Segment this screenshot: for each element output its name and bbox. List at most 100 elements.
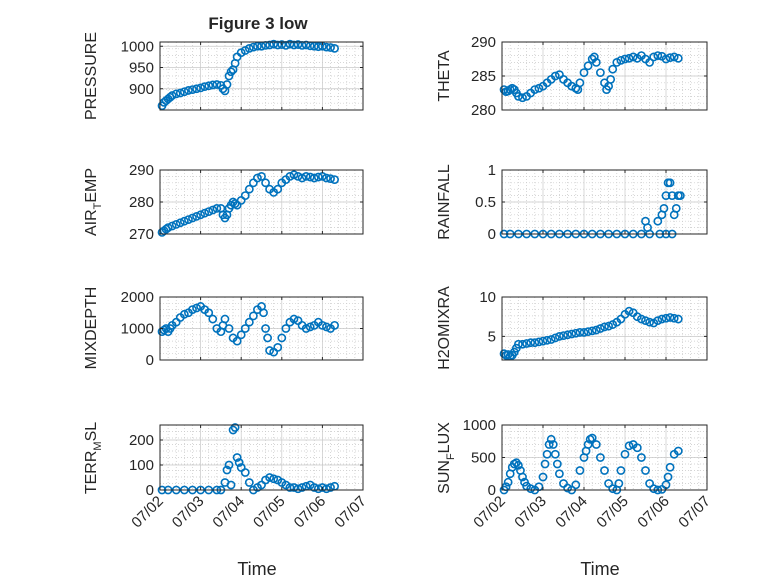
y-tick-label: 270 <box>129 226 154 243</box>
y-axis-label: MIXDEPTH <box>83 287 100 370</box>
data-marker <box>248 311 258 321</box>
data-marker <box>317 483 327 492</box>
y-tick-label: 280 <box>471 102 496 119</box>
data-marker <box>305 322 315 332</box>
data-marker <box>309 173 319 183</box>
data-marker <box>571 480 581 490</box>
y-tick-label: 280 <box>129 194 154 211</box>
data-marker <box>230 423 240 432</box>
data-marker <box>514 339 523 349</box>
data-marker <box>269 474 279 484</box>
data-marker <box>663 472 673 482</box>
data-marker <box>285 39 295 49</box>
subplot-theta: 280 285 290 THETA <box>436 34 708 119</box>
x-ticks <box>159 297 364 360</box>
x-tick-label: 07/06 <box>291 493 330 532</box>
subplot-air-temp: 270 280 290 AIRTEMP <box>83 162 364 243</box>
y-tick-labels: 0 500 1000 <box>463 417 707 499</box>
data-marker <box>575 78 585 88</box>
data-marker <box>583 327 593 337</box>
data-marker <box>645 317 654 327</box>
data-marker <box>301 40 311 50</box>
x-tick-label: 07/05 <box>250 493 289 532</box>
data-marker <box>518 339 527 349</box>
y-tick-label: 1000 <box>121 321 154 338</box>
data-marker <box>326 43 335 52</box>
y-axis-label: THETA <box>436 50 453 102</box>
data-marker <box>265 40 275 50</box>
y-axis-label: PRESSURE <box>83 32 100 120</box>
data-marker <box>563 330 572 340</box>
data-marker <box>624 53 634 63</box>
data-marker <box>330 175 339 184</box>
data-marker <box>579 68 589 77</box>
data-marker <box>587 433 597 443</box>
data-marker <box>301 171 311 181</box>
data-marker <box>608 484 618 494</box>
data-marker <box>552 459 562 469</box>
data-marker <box>643 223 652 232</box>
data-marker <box>273 342 283 352</box>
data-marker <box>526 338 536 348</box>
data-marker <box>224 460 234 470</box>
data-marker <box>261 324 270 333</box>
y-tick-label: 0 <box>488 226 496 243</box>
data-marker <box>224 324 234 333</box>
data-marker <box>293 484 303 494</box>
data-marker <box>645 479 654 488</box>
data-marker <box>673 53 683 63</box>
y-tick-label: 900 <box>129 81 154 98</box>
data-marker <box>204 81 214 91</box>
data-marker <box>257 41 266 51</box>
data-marker <box>546 335 556 344</box>
data-marker <box>659 203 669 213</box>
y-tick-labels: 900 950 1000 <box>121 38 363 98</box>
data-marker <box>204 207 214 216</box>
grid-lines <box>159 42 364 110</box>
data-marker <box>632 443 642 453</box>
data-marker <box>653 216 663 226</box>
data-marker <box>542 335 552 345</box>
y-axis-label: SUNFLUX <box>436 422 457 494</box>
data-marker <box>637 453 646 462</box>
data-marker <box>293 171 303 181</box>
data-markers <box>499 306 683 361</box>
data-marker <box>188 305 197 314</box>
y-tick-labels: 280 285 290 <box>471 34 707 119</box>
data-marker <box>628 52 638 62</box>
x-tick-label: 07/06 <box>634 493 673 532</box>
data-marker <box>675 191 685 200</box>
data-marker <box>244 317 254 327</box>
x-ticks <box>501 297 708 360</box>
data-marker <box>665 313 675 322</box>
data-marker <box>313 42 323 52</box>
data-marker <box>248 42 258 52</box>
data-marker <box>200 82 210 92</box>
data-marker <box>661 313 671 323</box>
data-marker <box>538 472 548 482</box>
data-marker <box>522 339 531 348</box>
data-marker <box>208 314 218 324</box>
data-marker <box>641 466 650 475</box>
data-marker <box>583 440 593 449</box>
data-marker <box>567 329 577 339</box>
data-marker <box>200 208 210 218</box>
data-marker <box>673 314 683 324</box>
y-tick-labels: 0 1000 2000 <box>121 289 363 369</box>
data-marker <box>538 336 548 346</box>
data-marker <box>289 40 299 50</box>
figure-title: Figure 3 low <box>208 14 308 33</box>
data-marker <box>596 68 605 77</box>
data-marker <box>540 459 550 469</box>
data-marker <box>583 61 593 71</box>
data-marker <box>518 93 527 103</box>
data-marker <box>257 171 266 181</box>
data-marker <box>289 314 299 324</box>
y-tick-label: 290 <box>471 34 496 51</box>
data-marker <box>253 41 262 51</box>
data-marker <box>167 91 177 100</box>
grid-lines <box>501 424 708 491</box>
data-marker <box>665 462 675 472</box>
data-marker <box>514 92 523 101</box>
